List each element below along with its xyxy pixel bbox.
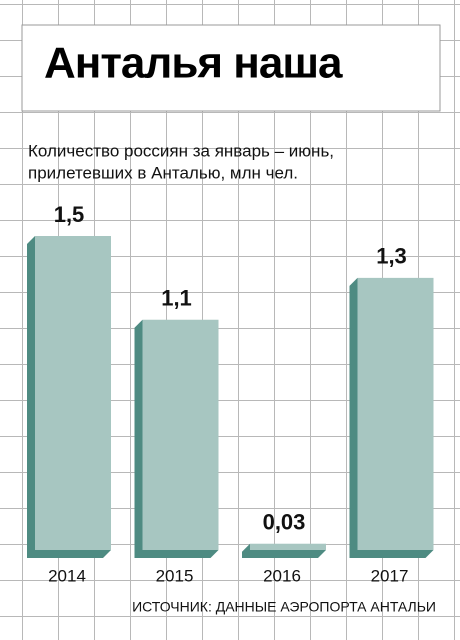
bar bbox=[250, 543, 326, 550]
x-tick-label: 2015 bbox=[156, 566, 194, 585]
x-tick-label: 2014 bbox=[48, 566, 86, 585]
value-label: 1,3 bbox=[376, 244, 407, 269]
subtitle-line: прилетевших в Анталью, млн чел. bbox=[28, 163, 298, 182]
source-note: ИСТОЧНИК: ДАННЫЕ АЭРОПОРТА АНТАЛЬИ bbox=[132, 599, 436, 615]
bar bbox=[142, 319, 219, 550]
chart-title: Анталья наша bbox=[44, 39, 343, 88]
bar-side bbox=[242, 543, 326, 558]
subtitle-line: Количество россиян за январь – июнь, bbox=[28, 141, 334, 160]
x-tick-label: 2016 bbox=[263, 566, 301, 585]
value-label: 0,03 bbox=[263, 510, 306, 535]
value-label: 1,5 bbox=[54, 202, 85, 227]
x-tick-label: 2017 bbox=[371, 566, 409, 585]
value-label: 1,1 bbox=[161, 286, 192, 311]
title-box bbox=[21, 24, 441, 112]
bar bbox=[357, 277, 434, 550]
bar bbox=[35, 236, 111, 550]
